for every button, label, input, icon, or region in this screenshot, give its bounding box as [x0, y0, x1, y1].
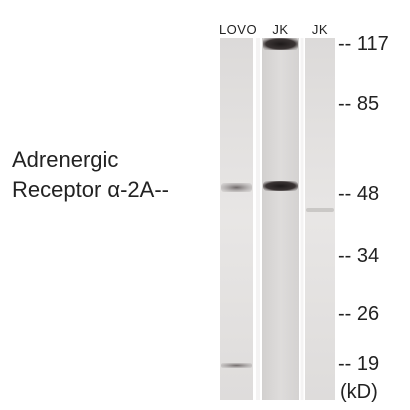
band-lovo-18	[221, 363, 252, 368]
band-jk-48	[263, 181, 298, 191]
band-lovo-48	[221, 183, 252, 192]
unit-label: (kD)	[340, 381, 378, 403]
marker-117: -- 117	[338, 33, 389, 55]
protein-label-line2: Receptor α-2A--	[12, 177, 169, 202]
band-jk2-faint	[306, 208, 334, 212]
lane-label-lovo: LOVO	[218, 22, 258, 37]
lane-jk-2	[305, 38, 335, 400]
lane-jk-1	[262, 38, 299, 400]
protein-label-line1: Adrenergic	[12, 147, 119, 172]
lane-label-jk-2: JK	[311, 22, 329, 37]
lane-lovo	[220, 38, 253, 400]
marker-26: -- 26	[338, 303, 380, 325]
marker-19: -- 19	[338, 353, 380, 375]
marker-48: -- 48	[338, 183, 380, 205]
band-jk-117	[263, 38, 298, 50]
marker-34: -- 34	[338, 245, 380, 267]
lane-label-jk-1: JK	[272, 22, 289, 37]
marker-85: -- 85	[338, 93, 380, 115]
